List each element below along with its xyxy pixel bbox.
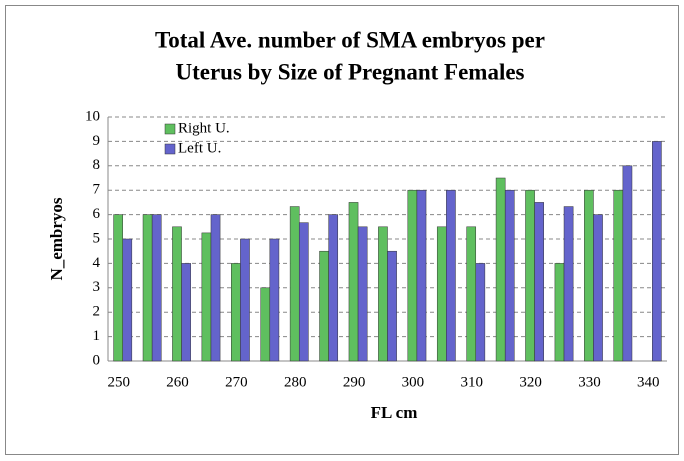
bar — [328, 214, 339, 362]
bar — [289, 206, 300, 362]
x-tick-label: 330 — [578, 374, 601, 390]
bar — [172, 226, 182, 362]
bar — [495, 177, 506, 362]
bar — [142, 214, 153, 362]
y-tick-label: 0 — [93, 352, 101, 368]
bar — [260, 287, 271, 362]
bar — [231, 263, 241, 362]
bar — [298, 222, 309, 362]
y-tick-label: 6 — [93, 206, 101, 222]
y-axis-title: N_embryos — [47, 197, 66, 280]
y-tick-label: 7 — [93, 182, 101, 198]
x-axis-title: FL cm — [371, 403, 418, 422]
bar — [504, 189, 515, 362]
bar — [652, 141, 662, 362]
bar — [151, 214, 162, 362]
bar — [240, 238, 250, 362]
x-tick-label: 340 — [637, 374, 660, 390]
bar — [416, 189, 427, 362]
bar — [122, 238, 133, 362]
y-tick-label: 10 — [85, 108, 100, 124]
y-tick-label: 1 — [93, 328, 101, 344]
x-tick-label: 280 — [284, 374, 307, 390]
y-tick-label: 4 — [93, 255, 101, 271]
bar — [622, 165, 633, 362]
x-tick-label: 250 — [107, 374, 130, 390]
y-tick-label: 2 — [93, 304, 101, 320]
legend-swatch — [164, 123, 176, 135]
x-tick-label: 300 — [402, 374, 425, 390]
bar — [319, 250, 329, 362]
bar — [525, 189, 535, 362]
x-tick-label: 310 — [461, 374, 484, 390]
bar — [181, 263, 191, 362]
y-tick-label: 9 — [93, 133, 101, 149]
bar — [466, 226, 477, 362]
legend-label: Left U. — [178, 140, 221, 156]
bar — [113, 214, 123, 362]
bar — [387, 250, 397, 362]
legend-swatch — [164, 143, 176, 155]
y-tick-label: 5 — [93, 230, 101, 246]
x-tick-label: 270 — [225, 374, 248, 390]
bar — [475, 263, 486, 362]
bar — [446, 189, 456, 362]
bar — [201, 232, 212, 362]
legend-label: Right U. — [178, 120, 230, 136]
bar — [534, 202, 544, 362]
x-tick-label: 260 — [166, 374, 189, 390]
bar — [563, 206, 574, 362]
chart-title: Total Ave. number of SMA embryos per — [155, 27, 545, 52]
x-tick-label: 290 — [343, 374, 366, 390]
bar — [269, 238, 280, 362]
bar — [378, 226, 388, 362]
y-tick-label: 8 — [93, 157, 101, 173]
chart-title: Uterus by Size of Pregnant Females — [176, 59, 525, 84]
bar — [357, 226, 368, 362]
bar — [613, 189, 624, 362]
y-tick-label: 3 — [93, 279, 101, 295]
x-tick-label: 320 — [519, 374, 542, 390]
bar — [210, 214, 221, 362]
bar — [407, 189, 418, 362]
bar — [436, 226, 447, 362]
bar — [348, 202, 359, 362]
bar — [593, 214, 603, 362]
bar — [554, 263, 565, 362]
bar — [584, 189, 594, 362]
